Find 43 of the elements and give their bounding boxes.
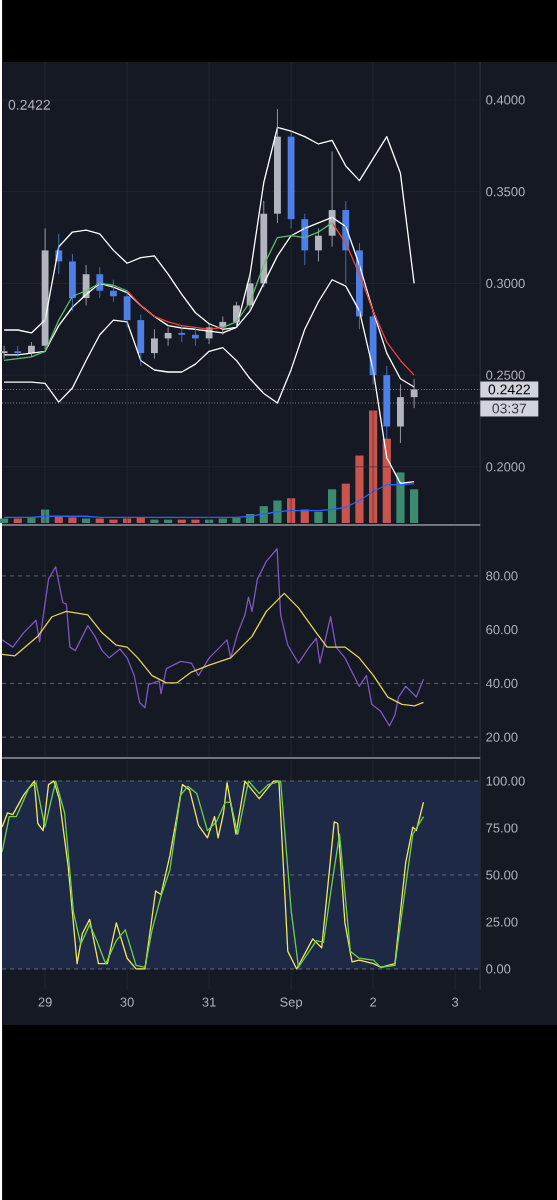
y-tick-label: 75.00 (486, 823, 518, 833)
candlestick (14, 345, 22, 358)
text: 03:37 (492, 403, 527, 414)
x-tick-label: 2 (370, 997, 377, 1007)
x-tick-label: 3 (451, 997, 459, 1007)
bar (273, 500, 282, 523)
y-tick-label: 80.00 (486, 571, 518, 581)
y-tick-label: 0.4000 (486, 95, 525, 105)
y-tick-label: 0.3500 (486, 187, 525, 197)
bar (409, 489, 419, 523)
bar (341, 483, 350, 523)
y-tick-label: 100.00 (486, 776, 525, 786)
bar (191, 519, 200, 523)
y-tick-label: 50.00 (486, 870, 518, 880)
bar (396, 472, 405, 523)
bar (259, 506, 268, 523)
y-tick-label: 20.00 (486, 732, 518, 742)
candlestick (150, 328, 158, 360)
bar (355, 455, 364, 523)
bar (13, 518, 22, 523)
bar (327, 489, 337, 523)
bar (95, 518, 104, 523)
bar (218, 518, 227, 523)
bar (0, 518, 9, 523)
bar (109, 519, 118, 523)
y-tick-label: 0.3000 (486, 278, 525, 288)
candlestick (178, 325, 186, 343)
y-tick-label: 0.2500 (486, 370, 525, 380)
y-tick-label: 0.00 (486, 964, 511, 974)
y-tick-label: 60.00 (486, 625, 518, 635)
y-tick-label: 0.2000 (486, 462, 525, 472)
annotation: 0.2422 (8, 99, 50, 110)
bar (150, 519, 159, 523)
bar (81, 518, 91, 523)
x-tick-label: 30 (120, 997, 134, 1007)
ref-line-label: 0.2422 (488, 384, 530, 395)
y-tick-label: 40.00 (485, 678, 518, 688)
bar (68, 517, 77, 523)
x-tick-label: 31 (202, 997, 216, 1007)
x-tick-label: Sep (280, 997, 303, 1010)
x-tick-label: 29 (38, 997, 52, 1007)
bar (314, 511, 323, 523)
y-tick-label: 25.00 (486, 917, 518, 927)
